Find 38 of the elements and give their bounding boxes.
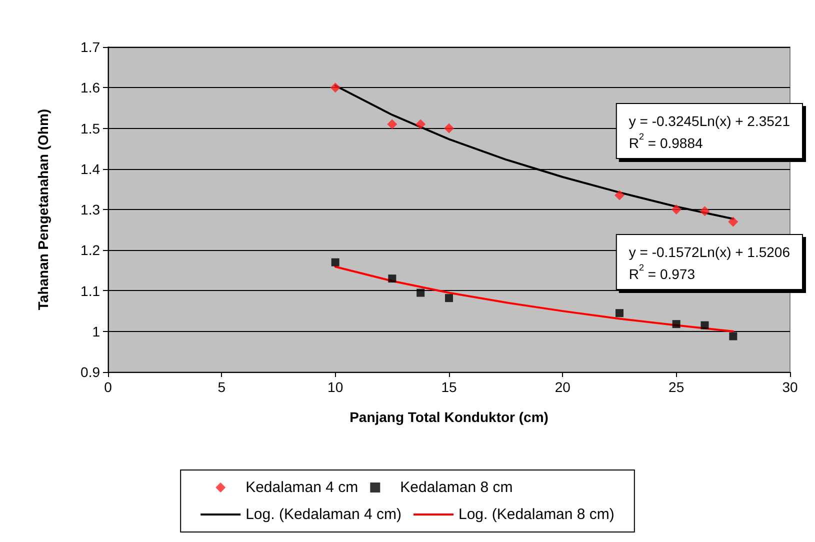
point [331,258,340,266]
point [671,204,682,214]
y-tick-label: 1.1 [80,282,100,299]
point [700,206,710,216]
x-tick-label: 15 [441,379,457,395]
point [416,119,426,130]
legend-label: Log. (Kedalaman 8 cm) [458,506,614,523]
point [444,123,454,134]
y-tick-label: 1.6 [80,80,100,96]
x-tick-label: 20 [554,379,571,395]
point [388,274,396,283]
legend-label: Kedalaman 4 cm [246,479,358,496]
x-tick-label: 25 [668,379,684,395]
point [728,216,738,227]
point [445,294,453,302]
point [700,321,709,330]
y-axis-title: Tahanan Pengetanahan (Ohm) [35,108,51,310]
y-tick-label: 1.2 [80,242,100,258]
point [729,332,738,340]
point [616,309,624,318]
x-tick-label: 10 [328,379,344,395]
x-tick-label: 5 [218,379,226,395]
point [416,288,425,297]
x-tick-label: 0 [104,379,112,395]
point [614,190,624,200]
legend-label: Kedalaman 8 cm [400,479,513,496]
point [672,320,680,328]
y-tick-label: 0.9 [80,364,100,380]
point [387,119,398,130]
legend-label: Log. (Kedalaman 4 cm) [246,506,402,523]
x-tick-label: 30 [782,379,798,395]
x-axis-title: Panjang Total Konduktor (cm) [350,409,548,425]
y-tick-label: 1 [92,323,100,340]
y-tick-label: 1.4 [80,160,100,177]
y-tick-label: 1.7 [80,39,100,55]
point [330,82,340,93]
y-tick-label: 1.3 [80,202,100,218]
y-tick-label: 1.5 [80,120,100,136]
